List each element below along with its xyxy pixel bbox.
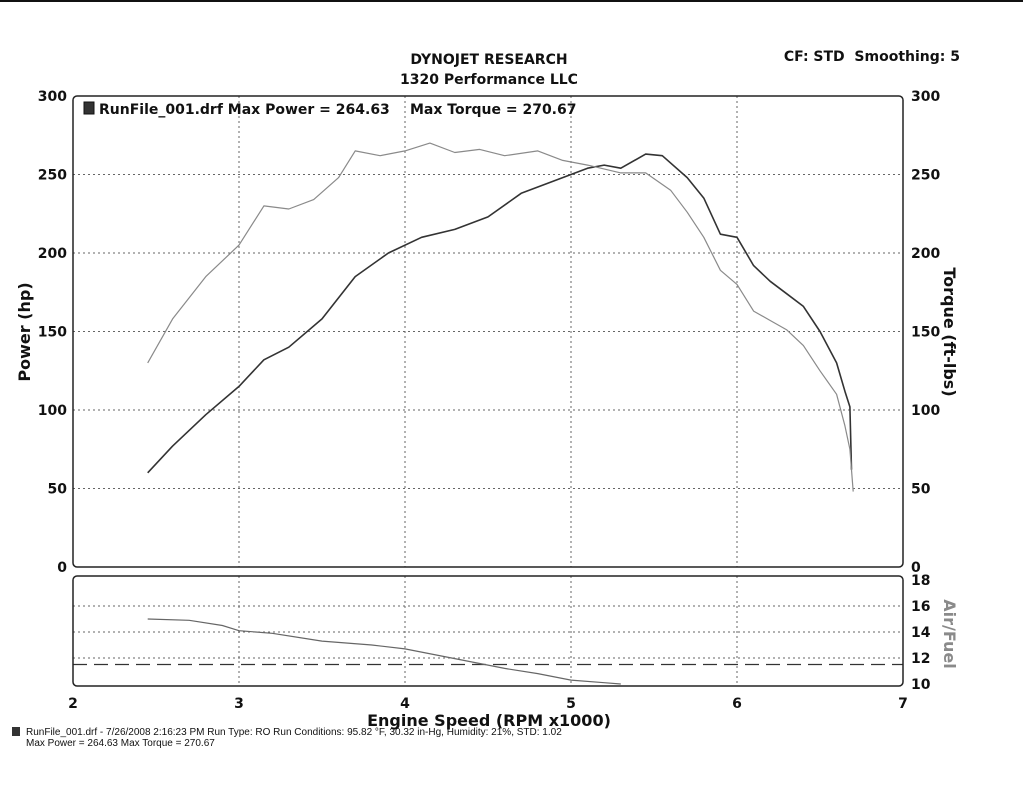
af-tick-label: 18 [911,573,930,589]
chart-title: DYNOJET RESEARCH [410,52,567,68]
legend-extra: Max Torque = 270.67 [410,102,576,118]
af-tick-label: 16 [911,599,930,615]
config-label: CF: STD Smoothing: 5 [784,49,960,65]
x-tick-label: 2 [68,696,78,712]
main-ticks: 0 50 100 150 200 250 300 0 50 100 150 200 250 300 [38,89,941,576]
y2-tick-label: 200 [911,246,940,262]
af-tick-label: 14 [911,625,931,641]
x-tick-label: 5 [566,696,576,712]
af-plot-frame [72,575,904,687]
y2-axis-title: Torque (ft-lbs) [940,267,959,396]
top-border [0,0,1023,2]
main-plot-frame [72,95,904,568]
y2-tick-label: 150 [911,325,940,341]
af-axis-title: Air/Fuel [940,599,959,668]
y-tick-label: 150 [38,325,67,341]
y-tick-label: 200 [38,246,67,262]
power-line [147,153,853,474]
footer-line-1: RunFile_001.drf - 7/26/2008 2:16:23 PM R… [26,727,562,738]
af-tick-label: 12 [911,651,930,667]
legend: RunFile_001.drf Max Power = 264.63 Max T… [83,101,576,118]
af-series [147,618,621,685]
x-ticks: 2 3 4 5 6 7 [68,696,908,712]
y2-tick-label: 300 [911,89,940,105]
y-tick-label: 300 [38,89,67,105]
legend-swatch-icon [83,101,95,115]
y-tick-label: 250 [38,168,67,184]
footer-line-2: Max Power = 264.63 Max Torque = 270.67 [26,738,215,749]
footer-file-icon [12,727,20,736]
x-tick-label: 6 [732,696,742,712]
y-tick-label: 0 [57,560,67,576]
x-tick-label: 7 [898,696,908,712]
legend-label: RunFile_001.drf Max Power = 264.63 [99,102,390,118]
chart-subtitle: 1320 Performance LLC [400,72,578,88]
y2-tick-label: 100 [911,403,940,419]
x-tick-label: 3 [234,696,244,712]
y2-tick-label: 0 [911,560,921,576]
y2-tick-label: 50 [911,482,931,498]
y-axis-title: Power (hp) [15,282,34,381]
y2-tick-label: 250 [911,168,940,184]
x-tick-label: 4 [400,696,410,712]
y-tick-label: 100 [38,403,67,419]
af-line [147,618,621,685]
af-grid [73,576,903,686]
main-grid [73,96,903,567]
torque-line [147,142,854,492]
af-ticks: 10 12 14 16 18 [911,573,931,693]
main-series [147,142,854,492]
y-tick-label: 50 [48,482,68,498]
af-tick-label: 10 [911,677,931,693]
x-axis-title: Engine Speed (RPM x1000) [367,711,611,730]
